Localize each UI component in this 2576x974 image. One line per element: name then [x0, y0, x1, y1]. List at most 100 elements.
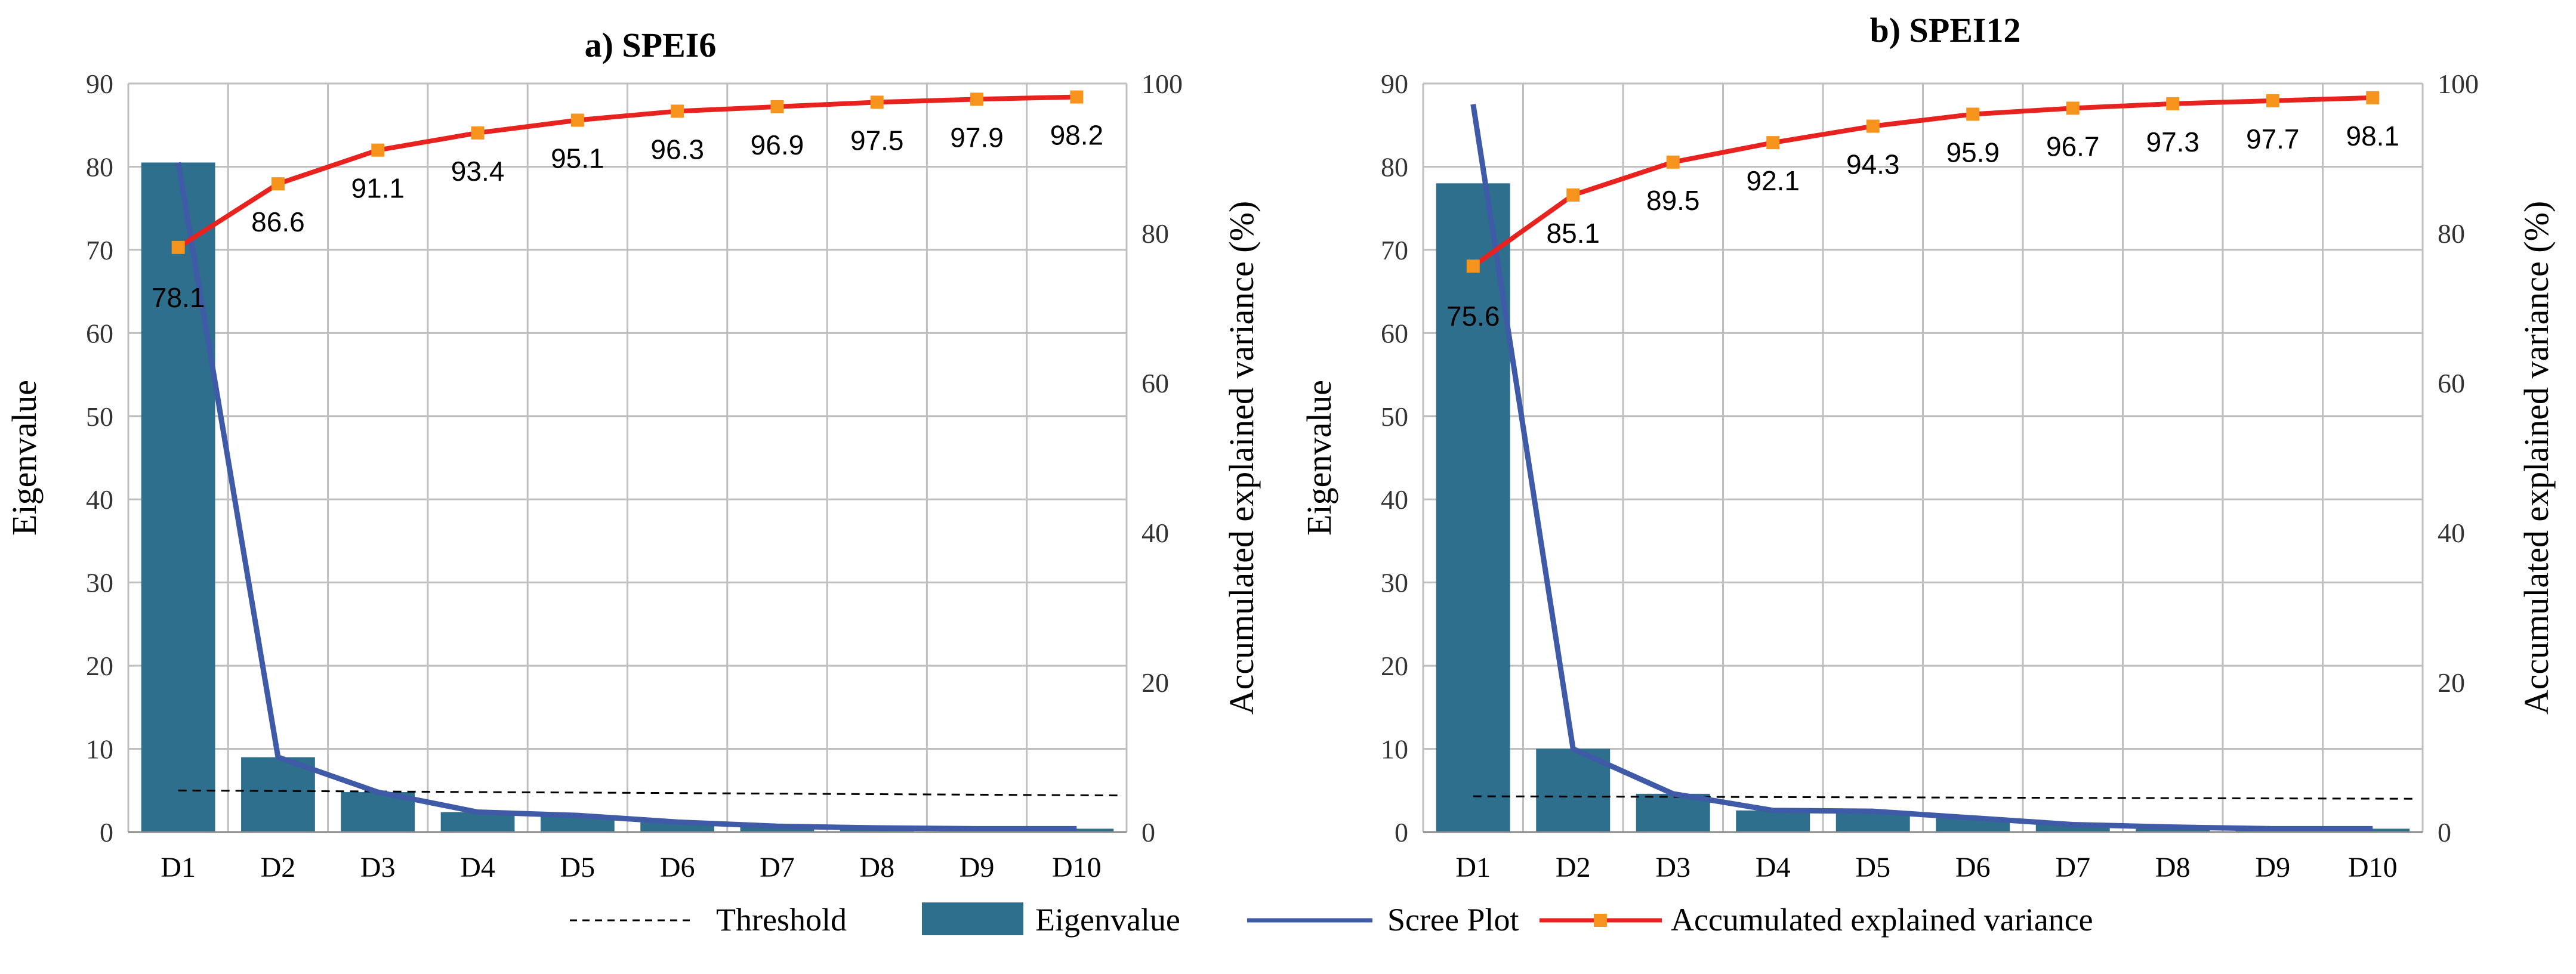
scree-plot-line	[1470, 104, 2373, 831]
x-category-label: D10	[1052, 852, 1102, 883]
accumulated-variance-marker	[570, 113, 584, 127]
accumulated-data-label: 92.1	[1746, 165, 1800, 196]
accumulated-data-label: 98.1	[2346, 120, 2399, 151]
y-tick-label: 50	[86, 401, 113, 432]
legend-accumulated-label: Accumulated explained variance	[1671, 902, 2093, 938]
y-tick-label: 90	[86, 69, 113, 99]
x-category-label: D7	[2055, 852, 2090, 883]
y-tick-label: 80	[86, 151, 113, 182]
accumulated-data-label: 94.3	[1846, 149, 1900, 180]
scree-plot-line	[175, 162, 1077, 831]
threshold-line	[1473, 795, 2418, 800]
y2-tick-label: 100	[1142, 69, 1183, 99]
accumulated-variance-marker	[471, 126, 485, 140]
x-category-label: D7	[760, 852, 795, 883]
y-tick-label: 0	[1395, 817, 1408, 848]
accumulated-variance-marker	[2166, 97, 2180, 110]
accumulated-data-label: 89.5	[1646, 185, 1700, 216]
eigenvalue-bar	[1436, 183, 1510, 832]
y2-tick-label: 0	[2438, 817, 2451, 848]
accumulated-variance-marker	[2066, 101, 2080, 115]
y-tick-label: 30	[86, 568, 113, 598]
x-category-label: D9	[960, 852, 995, 883]
x-category-label: D6	[1955, 852, 1991, 883]
accumulated-data-label: 97.7	[2246, 123, 2300, 154]
y2-axis-label: Accumulated explained variance (%)	[2517, 201, 2556, 715]
x-category-label: D2	[261, 852, 296, 883]
gridlines	[127, 82, 1128, 833]
accumulated-data-label: 85.1	[1546, 218, 1600, 249]
y2-tick-label: 60	[1142, 368, 1169, 398]
legend-accumulated-marker	[1594, 914, 1607, 927]
y-tick-label: 90	[1381, 69, 1408, 99]
accumulated-variance-marker	[2366, 91, 2380, 104]
accumulated-variance-marker	[1666, 155, 1680, 169]
y2-tick-label: 40	[2438, 518, 2465, 548]
y-tick-label: 0	[100, 817, 113, 848]
x-category-label: D8	[2155, 852, 2191, 883]
x-category-label: D5	[560, 852, 596, 883]
y-tick-label: 30	[1381, 568, 1408, 598]
y-tick-label: 10	[86, 734, 113, 765]
threshold-line	[178, 789, 1122, 797]
y-tick-label: 80	[1381, 151, 1408, 182]
y-tick-label: 60	[1381, 318, 1408, 348]
accumulated-data-label: 97.9	[950, 122, 1004, 153]
accumulated-variance-marker	[1866, 119, 1880, 133]
x-category-label: D3	[1655, 852, 1690, 883]
x-category-label: D1	[1455, 852, 1491, 883]
accumulated-variance-marker	[271, 177, 285, 191]
eigenvalue-bar	[241, 757, 315, 832]
accumulated-variance-marker	[1070, 90, 1084, 104]
y-tick-label: 70	[1381, 235, 1408, 265]
y-tick-label: 20	[1381, 651, 1408, 681]
y2-tick-label: 40	[1142, 518, 1169, 548]
y-tick-label: 60	[86, 318, 113, 348]
accumulated-data-label: 97.3	[2146, 126, 2199, 157]
legend-eigenvalue-label: Eigenvalue	[1035, 902, 1180, 938]
y2-tick-label: 80	[1142, 218, 1169, 249]
accumulated-data-label: 97.5	[850, 125, 904, 156]
chart-panel-b: b) SPEI12 0 10 20 30 40 50 60 70 80 90 0 20 40 60 80 100…	[1300, 11, 2556, 883]
x-category-label: D9	[2255, 852, 2290, 883]
x-category-label: D5	[1855, 852, 1890, 883]
accumulated-variance-marker	[371, 143, 385, 157]
y2-tick-label: 60	[2438, 368, 2465, 398]
y2-tick-label: 20	[2438, 667, 2465, 698]
accumulated-data-label: 93.4	[451, 156, 505, 187]
y-axis-label: Eigenvalue	[5, 380, 44, 536]
y2-axis-label: Accumulated explained variance (%)	[1222, 201, 1261, 715]
accumulated-variance-marker	[171, 240, 185, 254]
accumulated-data-label: 98.2	[1050, 120, 1104, 151]
accumulated-variance-marker	[671, 104, 684, 118]
y-tick-label: 70	[86, 235, 113, 265]
legend-threshold-label: Threshold	[716, 902, 847, 938]
x-category-label: D4	[460, 852, 495, 883]
y-tick-label: 10	[1381, 734, 1408, 765]
accumulated-variance-marker	[1466, 259, 1480, 273]
chart-panel-a: a) SPEI6 0 10 20 30 40 50 60 70 80 90 0 20 40 60 80 100 D…	[5, 26, 1261, 883]
accumulated-data-label: 86.6	[251, 206, 305, 237]
x-category-label: D6	[660, 852, 695, 883]
x-category-label: D4	[1756, 852, 1791, 883]
accumulated-data-label: 96.9	[751, 129, 804, 160]
y2-tick-label: 100	[2438, 69, 2479, 99]
legend-eigenvalue-swatch	[922, 902, 1023, 935]
eigenvalue-bar	[740, 826, 815, 832]
x-category-label: D2	[1556, 852, 1591, 883]
x-category-label: D1	[161, 852, 196, 883]
accumulated-data-label: 96.3	[650, 134, 704, 165]
accumulated-data-label: 95.1	[551, 143, 604, 174]
eigenvalue-bar	[1736, 810, 1810, 832]
accumulated-data-label: 95.9	[1946, 137, 2000, 168]
accumulated-data-label: 96.7	[2046, 131, 2100, 162]
accumulated-variance-marker	[870, 95, 884, 109]
y2-tick-label: 0	[1142, 817, 1155, 848]
legend: Threshold Eigenvalue Scree Plot Accumulated…	[570, 902, 2093, 938]
chart-title: b) SPEI12	[1869, 11, 2020, 50]
accumulated-variance-line	[1471, 95, 2373, 268]
y-tick-label: 40	[86, 484, 113, 515]
y2-tick-label: 20	[1142, 667, 1169, 698]
accumulated-variance-marker	[1966, 107, 1980, 121]
